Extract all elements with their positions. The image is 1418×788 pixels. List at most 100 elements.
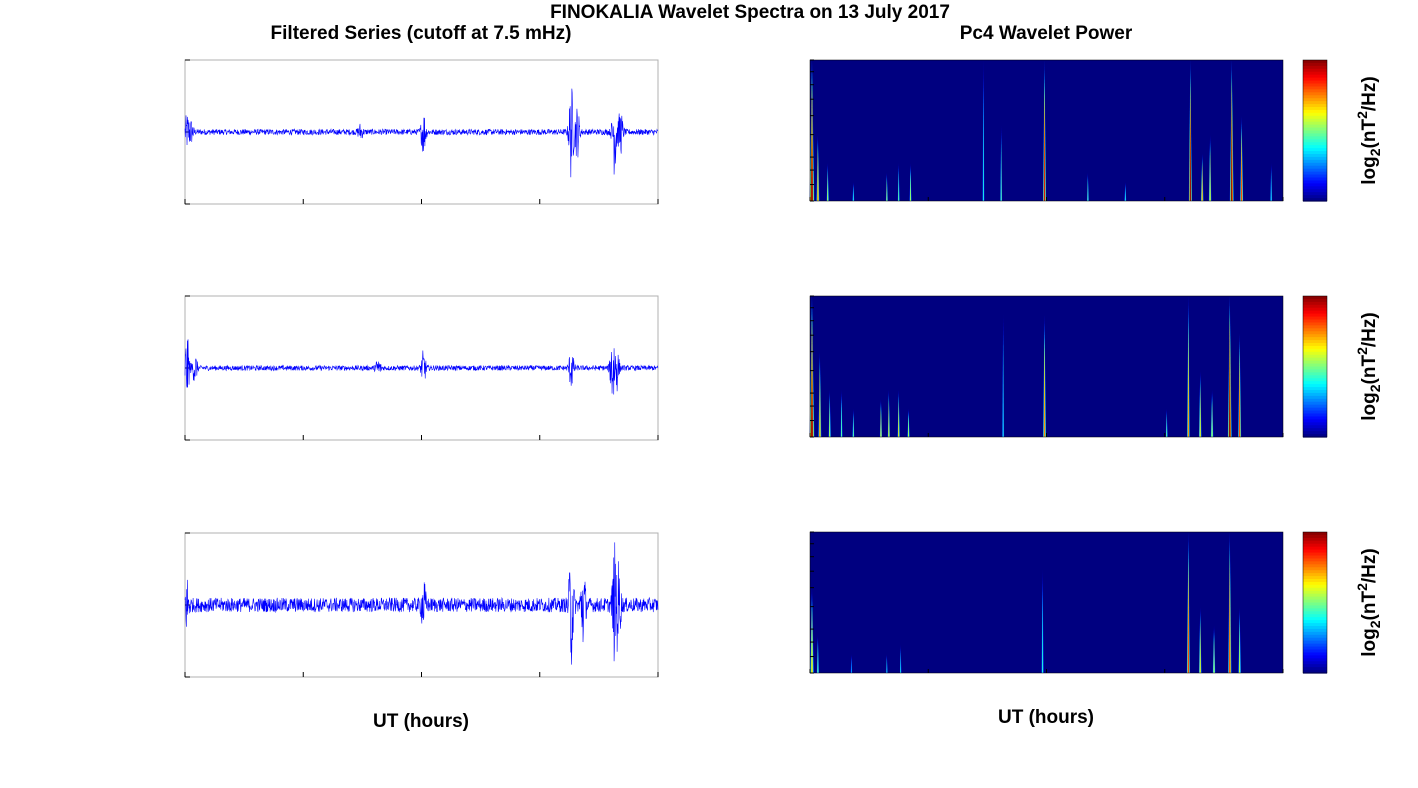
colorbar-segment bbox=[1303, 104, 1327, 108]
colorbar-segment bbox=[1303, 180, 1327, 184]
colorbar-segment bbox=[1303, 667, 1327, 671]
colorbar-segment bbox=[1303, 416, 1327, 420]
colorbar-segment bbox=[1303, 620, 1327, 624]
power-streak bbox=[852, 408, 855, 437]
colorbar-segment bbox=[1303, 646, 1327, 651]
power-streak bbox=[1124, 182, 1127, 201]
power-streak bbox=[850, 654, 853, 673]
colorbar-segment bbox=[1303, 404, 1327, 409]
power-streak-layer bbox=[898, 172, 899, 201]
power-streak bbox=[1229, 60, 1234, 201]
colorbar-segment bbox=[1303, 101, 1327, 105]
colorbar-segment bbox=[1303, 369, 1327, 373]
colorbar-segment bbox=[1303, 360, 1327, 365]
power-streak-layer bbox=[853, 186, 854, 201]
colorbar-segment bbox=[1303, 322, 1327, 326]
colorbar-segment bbox=[1303, 357, 1327, 362]
power-streak-layer bbox=[1199, 623, 1201, 673]
power-streak-layer bbox=[1229, 567, 1231, 673]
power-streak-layer bbox=[1042, 595, 1043, 673]
colorbar-segment bbox=[1303, 319, 1327, 324]
power-streak bbox=[909, 163, 912, 201]
colorbar-segment bbox=[1303, 652, 1327, 656]
filtered-series-panel-z bbox=[184, 532, 659, 678]
colorbar-segment bbox=[1303, 340, 1327, 344]
power-streak-layer bbox=[819, 373, 821, 437]
power-streak bbox=[897, 390, 900, 437]
colorbar-segment bbox=[1303, 401, 1327, 406]
power-streak bbox=[887, 390, 891, 437]
filtered-series-line bbox=[184, 339, 659, 395]
colorbar-segment bbox=[1303, 313, 1327, 318]
power-streak-layer bbox=[1239, 623, 1241, 673]
colorbar-frame bbox=[1302, 531, 1328, 674]
colorbar-segment bbox=[1303, 133, 1327, 137]
colorbar-segment bbox=[1303, 596, 1327, 601]
colorbar-segment bbox=[1303, 587, 1327, 592]
colorbar-segment bbox=[1303, 62, 1327, 67]
colorbar-segment bbox=[1303, 345, 1327, 350]
power-streak-layer bbox=[829, 401, 831, 437]
colorbar-segment bbox=[1303, 378, 1327, 382]
left-column-title: Filtered Series (cutoff at 7.5 mHz) bbox=[271, 23, 572, 44]
colorbar-segment bbox=[1303, 136, 1327, 140]
colorbar-segment bbox=[1303, 392, 1327, 397]
colorbar-label: log2(nT2/Hz) bbox=[1354, 548, 1383, 656]
colorbar-segment bbox=[1303, 115, 1327, 120]
spectrogram-background bbox=[810, 532, 1283, 673]
colorbar-segment bbox=[1303, 195, 1327, 199]
colorbar-segment bbox=[1303, 425, 1327, 429]
colorbar-segment bbox=[1303, 552, 1327, 557]
colorbar-segment bbox=[1303, 558, 1327, 562]
colorbar-segment bbox=[1303, 628, 1327, 633]
colorbar-segment bbox=[1303, 614, 1327, 618]
colorbar-segment bbox=[1303, 189, 1327, 193]
colorbar-segment bbox=[1303, 384, 1327, 388]
power-streak bbox=[1187, 296, 1190, 437]
colorbar-segment bbox=[1303, 534, 1327, 539]
colorbar-segment bbox=[1303, 617, 1327, 621]
colorbar-segment bbox=[1303, 296, 1327, 300]
power-streak-layer bbox=[1211, 401, 1213, 437]
power-streak bbox=[1227, 296, 1232, 437]
colorbar-segment bbox=[1303, 631, 1327, 636]
colorbar-segment bbox=[1303, 60, 1327, 64]
colorbar-segment bbox=[1303, 168, 1327, 173]
colorbar-segment bbox=[1303, 354, 1327, 359]
colorbar-segment bbox=[1303, 165, 1327, 170]
colorbar-segment bbox=[1303, 174, 1327, 179]
colorbar-segment bbox=[1303, 343, 1327, 347]
power-streak-layer bbox=[1239, 359, 1241, 437]
colorbar-segment bbox=[1303, 372, 1327, 376]
colorbar-segment bbox=[1303, 605, 1327, 609]
colorbar-segment bbox=[1303, 192, 1327, 196]
power-streak bbox=[1198, 371, 1202, 437]
colorbar-segment bbox=[1303, 183, 1327, 187]
colorbar-segment bbox=[1303, 570, 1327, 574]
colorbar-segment bbox=[1303, 590, 1327, 595]
colorbar-segment bbox=[1303, 154, 1327, 158]
colorbar-segment bbox=[1303, 316, 1327, 321]
colorbar-segment bbox=[1303, 331, 1327, 335]
colorbar: log2(nT2/Hz) bbox=[1302, 531, 1383, 674]
colorbar-segment bbox=[1303, 537, 1327, 542]
colorbar-segment bbox=[1303, 77, 1327, 82]
colorbar-segment bbox=[1303, 74, 1327, 79]
power-streak bbox=[1238, 607, 1242, 673]
power-streak bbox=[1186, 532, 1190, 673]
colorbar-segment bbox=[1303, 670, 1327, 674]
colorbar-segment bbox=[1303, 337, 1327, 341]
power-streak bbox=[1270, 163, 1273, 201]
colorbar-segment bbox=[1303, 634, 1327, 639]
power-streak bbox=[828, 390, 831, 437]
colorbar-segment bbox=[1303, 381, 1327, 385]
power-streak bbox=[1165, 408, 1168, 437]
power-streak bbox=[852, 182, 855, 201]
wavelet-power-panel-z: log2(nT2/Hz) bbox=[809, 531, 1383, 674]
colorbar-segment bbox=[1303, 395, 1327, 400]
colorbar-segment bbox=[1303, 112, 1327, 117]
colorbar-segment bbox=[1303, 593, 1327, 598]
colorbar-segment bbox=[1303, 658, 1327, 662]
colorbar-segment bbox=[1303, 95, 1327, 99]
power-streak bbox=[886, 654, 888, 673]
